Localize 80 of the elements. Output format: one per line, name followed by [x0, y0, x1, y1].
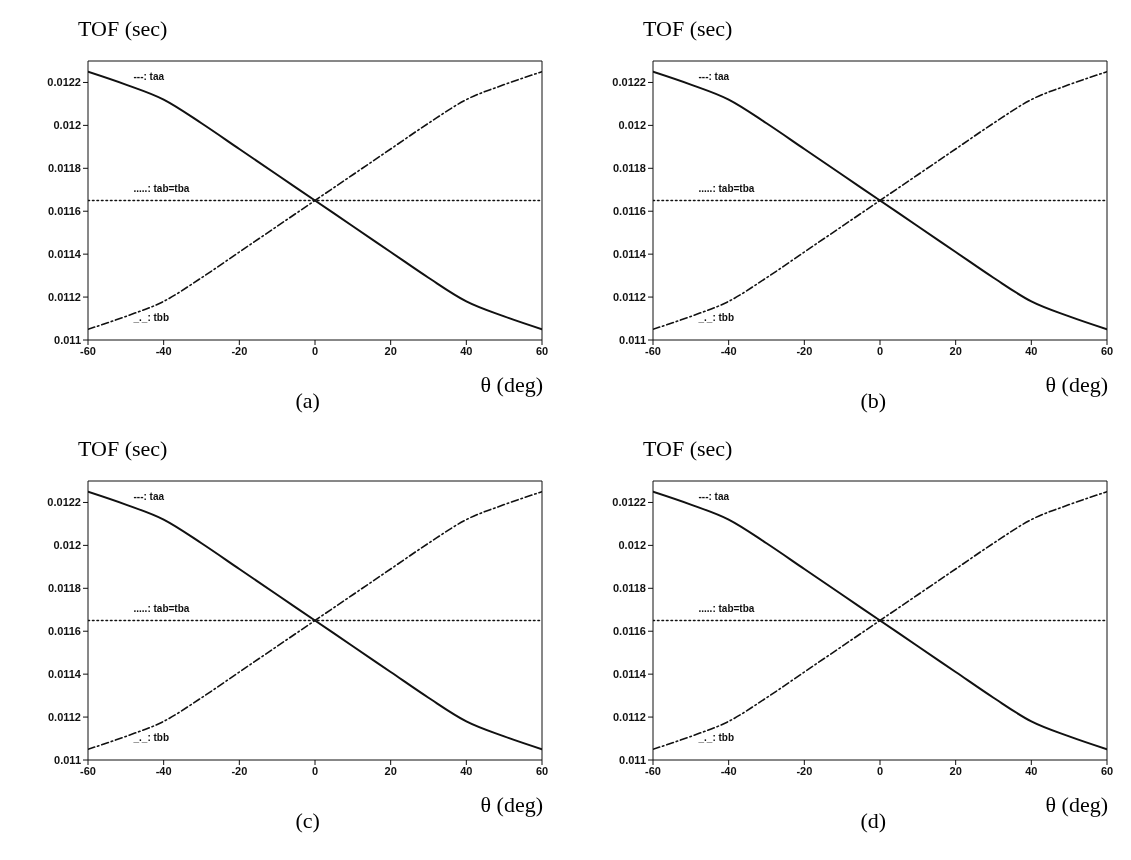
- y-tick-label: 0.0122: [612, 76, 646, 89]
- y-tick-label: 0.0112: [612, 290, 646, 303]
- series-label: _._: tbb: [133, 732, 170, 743]
- x-tick-label: -60: [80, 764, 96, 777]
- x-tick-label: 0: [876, 764, 884, 777]
- y-tick-label: 0.0122: [612, 496, 646, 509]
- y-tick-label: 0.012: [618, 539, 646, 552]
- y-tick-label: 0.011: [619, 333, 646, 346]
- series-label: ---: taa: [698, 71, 730, 83]
- x-tick-label: 0: [311, 764, 319, 777]
- y-tick-label: 0.0116: [612, 205, 646, 218]
- y-tick-label: 0.012: [618, 119, 646, 132]
- x-tick-label: -20: [796, 764, 813, 777]
- text: (b): [860, 388, 887, 414]
- x-tick-label: -60: [645, 764, 661, 777]
- x-tick-label: 0: [876, 344, 884, 357]
- x-tick-label: -20: [796, 344, 813, 357]
- y-tick-label: 0.011: [54, 333, 81, 346]
- y-tick-label: 0.0118: [47, 582, 81, 595]
- series-label: .....: tab=tba: [133, 603, 190, 615]
- y-axis-title: TOF (sec): [78, 16, 168, 42]
- x-tick-label: 40: [460, 764, 473, 777]
- x-tick-label: 40: [460, 344, 473, 357]
- x-tick-label: -20: [231, 344, 248, 357]
- y-tick-label: 0.0122: [47, 496, 81, 509]
- x-axis-title: θ (deg): [480, 372, 543, 398]
- x-tick-label: 60: [535, 764, 549, 777]
- x-tick-label: -40: [155, 764, 172, 777]
- x-tick-label: -60: [645, 344, 661, 357]
- series-label: ---: taa: [698, 491, 730, 503]
- series-label: ---: taa: [133, 71, 165, 83]
- y-tick-label: 0.011: [54, 753, 81, 766]
- series-label: .....: tab=tba: [698, 603, 755, 615]
- x-tick-label: -40: [720, 344, 737, 357]
- text: (a): [295, 388, 320, 414]
- y-tick-label: 0.0114: [612, 248, 647, 261]
- y-tick-label: 0.0116: [612, 625, 646, 638]
- x-axis-title: θ (deg): [1045, 792, 1108, 818]
- x-tick-label: 0: [311, 344, 319, 357]
- y-tick-label: 0.0122: [47, 76, 81, 89]
- x-tick-label: 60: [535, 344, 549, 357]
- y-axis-title: TOF (sec): [78, 436, 168, 462]
- y-tick-label: 0.0114: [47, 668, 82, 681]
- y-tick-label: 0.0112: [47, 710, 81, 723]
- y-tick-label: 0.0118: [612, 162, 646, 175]
- text: (c): [295, 808, 320, 834]
- y-tick-label: 0.0114: [612, 668, 647, 681]
- x-axis-title: θ (deg): [480, 792, 543, 818]
- y-tick-label: 0.0116: [47, 205, 81, 218]
- x-tick-label: 20: [384, 764, 397, 777]
- y-tick-label: 0.0118: [612, 582, 646, 595]
- x-tick-label: -40: [155, 344, 172, 357]
- series-label: _._: tbb: [698, 312, 735, 323]
- y-axis-title: TOF (sec): [643, 436, 733, 462]
- x-tick-label: 40: [1025, 344, 1038, 357]
- y-tick-label: 0.0112: [47, 290, 81, 303]
- x-axis-title: θ (deg): [1045, 372, 1108, 398]
- y-tick-label: 0.012: [53, 119, 81, 132]
- x-tick-label: -60: [80, 344, 96, 357]
- y-tick-label: 0.012: [53, 539, 81, 552]
- x-tick-label: 20: [949, 764, 962, 777]
- y-tick-label: 0.0116: [47, 625, 81, 638]
- series-label: .....: tab=tba: [698, 183, 755, 195]
- x-tick-label: -40: [720, 764, 737, 777]
- x-tick-label: 40: [1025, 764, 1038, 777]
- text: (d): [860, 808, 887, 834]
- y-axis-title: TOF (sec): [643, 16, 733, 42]
- y-tick-label: 0.0118: [47, 162, 81, 175]
- x-tick-label: 60: [1100, 344, 1114, 357]
- y-tick-label: 0.0114: [47, 248, 82, 261]
- x-tick-label: -20: [231, 764, 248, 777]
- x-tick-label: 20: [384, 344, 397, 357]
- series-label: ---: taa: [133, 491, 165, 503]
- series-label: .....: tab=tba: [133, 183, 190, 195]
- series-label: _._: tbb: [698, 732, 735, 743]
- x-tick-label: 20: [949, 344, 962, 357]
- y-tick-label: 0.0112: [612, 710, 646, 723]
- y-tick-label: 0.011: [619, 753, 646, 766]
- x-tick-label: 60: [1100, 764, 1114, 777]
- series-label: _._: tbb: [133, 312, 170, 323]
